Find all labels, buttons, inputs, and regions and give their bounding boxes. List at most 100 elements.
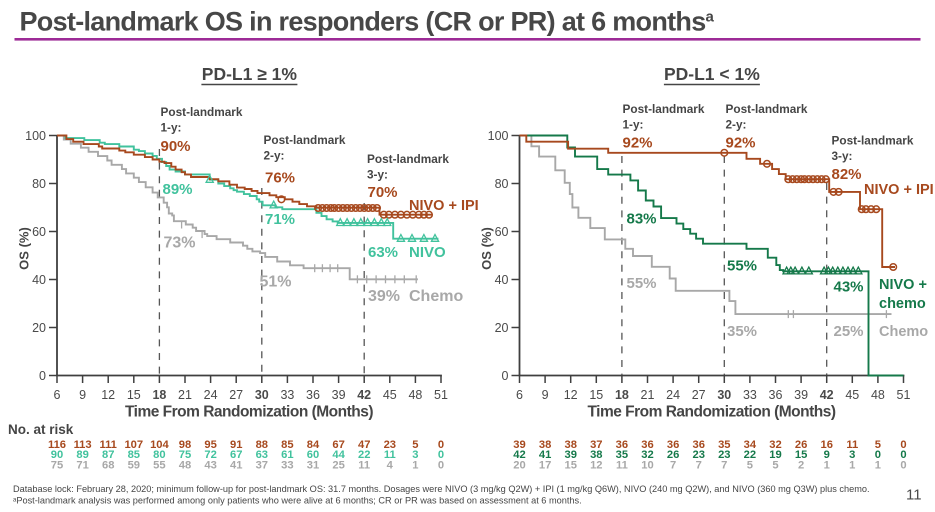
svg-text:12: 12 xyxy=(590,459,602,471)
svg-text:48: 48 xyxy=(871,388,885,402)
svg-text:60: 60 xyxy=(307,449,319,461)
svg-text:39: 39 xyxy=(332,388,346,402)
svg-text:2-y:: 2-y: xyxy=(726,118,747,132)
svg-text:95: 95 xyxy=(204,439,216,451)
svg-text:72: 72 xyxy=(204,449,216,461)
svg-text:23: 23 xyxy=(692,449,704,461)
svg-text:38: 38 xyxy=(539,439,551,451)
svg-text:45: 45 xyxy=(383,388,397,402)
svg-text:11: 11 xyxy=(616,459,628,471)
svg-text:25%: 25% xyxy=(834,323,864,340)
svg-text:75: 75 xyxy=(51,459,63,471)
svg-text:11: 11 xyxy=(358,459,370,471)
svg-text:NIVO: NIVO xyxy=(409,244,446,261)
svg-text:42: 42 xyxy=(513,449,525,461)
svg-text:4: 4 xyxy=(387,459,394,471)
svg-text:107: 107 xyxy=(124,439,143,451)
svg-text:OS (%): OS (%) xyxy=(17,227,32,270)
svg-text:Chemo: Chemo xyxy=(409,288,463,305)
svg-text:35: 35 xyxy=(718,439,730,451)
svg-text:19: 19 xyxy=(769,449,781,461)
svg-text:33: 33 xyxy=(281,459,293,471)
svg-text:Post-landmark: Post-landmark xyxy=(264,133,346,147)
svg-text:0: 0 xyxy=(900,439,906,451)
svg-text:42: 42 xyxy=(820,388,834,402)
svg-text:10: 10 xyxy=(641,459,653,471)
svg-text:Database lock: February 28, 20: Database lock: February 28, 2020; minimu… xyxy=(13,484,870,494)
svg-text:36: 36 xyxy=(616,439,628,451)
svg-text:55%: 55% xyxy=(627,275,657,292)
svg-text:26: 26 xyxy=(667,449,679,461)
svg-text:63%: 63% xyxy=(368,244,398,261)
svg-text:5: 5 xyxy=(875,439,881,451)
svg-text:51%: 51% xyxy=(260,274,292,291)
svg-text:35%: 35% xyxy=(727,323,757,340)
svg-text:3: 3 xyxy=(849,449,855,461)
svg-text:0: 0 xyxy=(502,369,509,383)
svg-text:44: 44 xyxy=(332,449,345,461)
svg-text:16: 16 xyxy=(820,439,832,451)
svg-text:Post-landmark: Post-landmark xyxy=(623,102,705,116)
svg-text:43%: 43% xyxy=(834,279,864,296)
svg-text:15: 15 xyxy=(127,388,141,402)
svg-text:11: 11 xyxy=(846,439,858,451)
svg-text:63: 63 xyxy=(256,449,268,461)
svg-text:34: 34 xyxy=(744,439,757,451)
svg-text:0: 0 xyxy=(438,439,444,451)
svg-text:17: 17 xyxy=(539,459,551,471)
svg-text:36: 36 xyxy=(667,439,679,451)
svg-text:59: 59 xyxy=(128,459,140,471)
svg-text:9: 9 xyxy=(79,388,86,402)
svg-text:chemo: chemo xyxy=(879,296,926,312)
svg-text:11: 11 xyxy=(384,449,396,461)
svg-text:Post-landmark: Post-landmark xyxy=(726,102,808,116)
svg-text:25: 25 xyxy=(332,459,344,471)
svg-text:90%: 90% xyxy=(161,138,191,155)
svg-text:7: 7 xyxy=(696,459,702,471)
svg-text:24: 24 xyxy=(666,388,680,402)
svg-text:0: 0 xyxy=(900,449,906,461)
svg-text:75: 75 xyxy=(179,449,191,461)
svg-text:48: 48 xyxy=(179,459,191,471)
svg-text:27: 27 xyxy=(229,388,243,402)
svg-text:41: 41 xyxy=(230,459,242,471)
svg-text:2: 2 xyxy=(798,459,804,471)
svg-text:89%: 89% xyxy=(163,181,193,198)
svg-text:NIVO +: NIVO + xyxy=(879,277,927,293)
svg-text:87: 87 xyxy=(102,449,114,461)
svg-text:20: 20 xyxy=(495,321,509,335)
svg-text:Chemo: Chemo xyxy=(879,324,928,340)
svg-text:80: 80 xyxy=(32,177,46,191)
svg-text:22: 22 xyxy=(744,449,756,461)
svg-text:89: 89 xyxy=(76,449,88,461)
svg-text:21: 21 xyxy=(178,388,192,402)
svg-text:2-y:: 2-y: xyxy=(264,149,285,163)
svg-text:15: 15 xyxy=(795,449,807,461)
svg-text:12: 12 xyxy=(101,388,115,402)
svg-text:80: 80 xyxy=(495,177,509,191)
svg-text:Time From Randomization (Month: Time From Randomization (Months) xyxy=(125,404,373,421)
svg-text:51: 51 xyxy=(897,388,911,402)
svg-text:92%: 92% xyxy=(726,135,756,152)
svg-text:Post-landmark: Post-landmark xyxy=(161,105,243,119)
svg-text:18: 18 xyxy=(152,388,166,402)
svg-text:100: 100 xyxy=(488,129,509,143)
svg-text:1-y:: 1-y: xyxy=(623,118,644,132)
svg-text:116: 116 xyxy=(48,439,66,451)
svg-text:15: 15 xyxy=(564,459,576,471)
svg-text:3-y:: 3-y: xyxy=(367,168,388,182)
svg-text:PD-L1 ≥ 1%: PD-L1 ≥ 1% xyxy=(202,64,298,84)
svg-text:45: 45 xyxy=(845,388,859,402)
svg-text:91: 91 xyxy=(230,439,242,451)
svg-text:7: 7 xyxy=(721,459,727,471)
svg-text:1: 1 xyxy=(412,459,418,471)
svg-text:90: 90 xyxy=(51,449,63,461)
svg-text:39: 39 xyxy=(564,449,576,461)
svg-text:104: 104 xyxy=(150,439,169,451)
svg-text:35: 35 xyxy=(616,449,628,461)
svg-text:33: 33 xyxy=(280,388,294,402)
svg-text:55%: 55% xyxy=(727,258,757,275)
svg-text:30: 30 xyxy=(717,388,731,402)
svg-text:39%: 39% xyxy=(368,288,400,305)
svg-text:5: 5 xyxy=(772,459,778,471)
